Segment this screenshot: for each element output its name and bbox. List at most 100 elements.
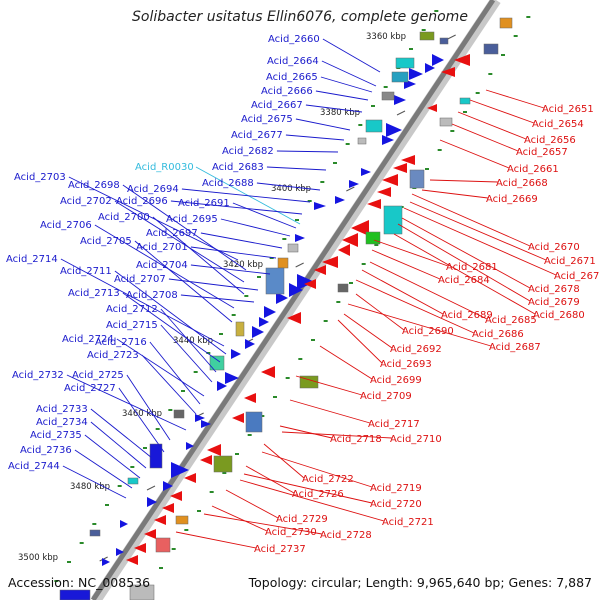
- forward-gene-label[interactable]: Acid_2705: [80, 236, 132, 247]
- reverse-gene-label[interactable]: Acid_2681: [446, 262, 498, 273]
- scale-tick-label: 3440 kbp: [173, 336, 213, 346]
- forward-gene-label[interactable]: Acid_2744: [8, 461, 60, 472]
- forward-gene-label[interactable]: Acid_2714: [6, 254, 58, 265]
- reverse-gene-label[interactable]: Acid_2678: [528, 284, 580, 295]
- reverse-gene-label[interactable]: Acid_2673: [554, 271, 600, 282]
- reverse-gene-label[interactable]: Acid_2670: [528, 242, 580, 253]
- reverse-gene-label[interactable]: Acid_2721: [382, 517, 434, 528]
- reverse-gene-arrow: [304, 279, 316, 289]
- reverse-gene-label[interactable]: Acid_2720: [370, 499, 422, 510]
- reverse-gene-label[interactable]: Acid_2669: [486, 194, 538, 205]
- reverse-gene-label[interactable]: Acid_2684: [438, 275, 490, 286]
- forward-gene-label[interactable]: Acid_2703: [14, 172, 66, 183]
- reverse-gene-label[interactable]: Acid_2718: [330, 434, 382, 445]
- reverse-gene-label[interactable]: Acid_2651: [542, 104, 594, 115]
- reverse-gene-label[interactable]: Acid_2657: [516, 147, 568, 158]
- reverse-gene-label[interactable]: Acid_2737: [254, 544, 306, 555]
- forward-gene-label[interactable]: Acid_2694: [127, 184, 179, 195]
- track-dot: [181, 390, 185, 392]
- reverse-label-leader: [485, 89, 545, 109]
- forward-gene-label[interactable]: Acid_2711: [60, 266, 112, 277]
- reverse-gene-label[interactable]: Acid_2693: [380, 359, 432, 370]
- reverse-gene-label[interactable]: Acid_2699: [370, 375, 422, 386]
- forward-gene-label[interactable]: Acid_2723: [87, 350, 139, 361]
- forward-gene-label[interactable]: Acid_2715: [106, 320, 158, 331]
- forward-gene-label[interactable]: Acid_2702: [60, 196, 112, 207]
- reverse-gene-label[interactable]: Acid_2671: [544, 256, 596, 267]
- reverse-gene-label[interactable]: Acid_2679: [528, 297, 580, 308]
- forward-gene-label[interactable]: Acid_2698: [68, 180, 120, 191]
- forward-gene-label[interactable]: Acid_2665: [266, 72, 318, 83]
- forward-gene-label[interactable]: Acid_2695: [166, 214, 218, 225]
- reverse-gene-label[interactable]: Acid_2722: [302, 474, 354, 485]
- forward-gene-label[interactable]: Acid_2683: [212, 162, 264, 173]
- reverse-gene-label[interactable]: Acid_2730: [265, 527, 317, 538]
- forward-gene-label[interactable]: Acid_2677: [231, 130, 283, 141]
- forward-gene-label[interactable]: Acid_2716: [95, 337, 147, 348]
- reverse-gene-arrow: [207, 444, 221, 456]
- forward-gene-label[interactable]: Acid_2734: [36, 417, 88, 428]
- forward-gene-label[interactable]: Acid_2708: [126, 290, 178, 301]
- track-dot: [345, 143, 350, 145]
- reverse-gene-label[interactable]: Acid_2709: [360, 391, 412, 402]
- forward-gene-label[interactable]: Acid_2701: [136, 242, 188, 253]
- forward-gene-label[interactable]: Acid_2727: [64, 383, 116, 394]
- reverse-gene-label[interactable]: Acid_2729: [276, 514, 328, 525]
- reverse-gene-label[interactable]: Acid_2690: [402, 326, 454, 337]
- reverse-gene-label[interactable]: Acid_2661: [507, 164, 559, 175]
- reverse-gene-label[interactable]: Acid_2728: [320, 530, 372, 541]
- forward-gene-label[interactable]: Acid_2675: [241, 114, 293, 125]
- forward-gene-label[interactable]: Acid_2682: [222, 146, 274, 157]
- forward-gene-label[interactable]: Acid_2700: [98, 212, 150, 223]
- reverse-gene-label[interactable]: Acid_2685: [485, 315, 537, 326]
- reverse-gene-arrow: [338, 244, 350, 256]
- forward-gene-arrow: [349, 180, 359, 188]
- reverse-gene-label[interactable]: Acid_2680: [533, 310, 585, 321]
- track-dot: [92, 523, 97, 525]
- forward-gene-label[interactable]: Acid_2704: [136, 260, 188, 271]
- reverse-gene-label[interactable]: Acid_2668: [496, 178, 548, 189]
- reverse-gene-label[interactable]: Acid_2717: [368, 419, 420, 430]
- reverse-gene-arrow: [162, 503, 174, 513]
- forward-gene-label[interactable]: Acid_2696: [116, 196, 168, 207]
- reverse-gene-label[interactable]: Acid_2689: [441, 310, 493, 321]
- forward-gene-label[interactable]: Acid_2664: [267, 56, 319, 67]
- forward-gene-label[interactable]: Acid_R0030: [135, 162, 194, 173]
- forward-gene-label[interactable]: Acid_2733: [36, 404, 88, 415]
- forward-gene-label[interactable]: Acid_2713: [68, 288, 120, 299]
- forward-gene-label[interactable]: Acid_2725: [72, 370, 124, 381]
- forward-gene-label[interactable]: Acid_2736: [20, 445, 72, 456]
- reverse-gene-label[interactable]: Acid_2719: [370, 483, 422, 494]
- forward-gene-label[interactable]: Acid_2697: [146, 228, 198, 239]
- forward-gene-label[interactable]: Acid_2706: [40, 220, 92, 231]
- forward-gene-label[interactable]: Acid_2707: [114, 274, 166, 285]
- forward-gene-label[interactable]: Acid_2735: [30, 430, 82, 441]
- reverse-gene-label[interactable]: Acid_2687: [489, 342, 541, 353]
- forward-gene-label[interactable]: Acid_2666: [261, 86, 313, 97]
- forward-gene-label[interactable]: Acid_2667: [251, 100, 303, 111]
- forward-gene-label[interactable]: Acid_2732: [12, 370, 64, 381]
- gene-block: [391, 71, 409, 83]
- forward-gene-label[interactable]: Acid_2660: [268, 34, 320, 45]
- track-dot: [295, 219, 299, 221]
- reverse-label-leader: [175, 531, 257, 549]
- gene-block: [213, 455, 233, 473]
- forward-label-leader: [180, 294, 255, 303]
- scale-tick-label: 3420 kbp: [223, 260, 263, 270]
- forward-label-leader: [122, 292, 221, 363]
- reverse-label-leader: [361, 269, 444, 315]
- forward-label-leader: [190, 246, 277, 259]
- track-dot: [143, 447, 147, 449]
- forward-label-leader: [122, 184, 247, 271]
- reverse-gene-label[interactable]: Acid_2654: [532, 119, 584, 130]
- reverse-gene-label[interactable]: Acid_2656: [524, 135, 576, 146]
- forward-gene-label[interactable]: Acid_2712: [106, 304, 158, 315]
- forward-gene-arrow: [314, 202, 326, 210]
- reverse-gene-label[interactable]: Acid_2710: [390, 434, 442, 445]
- reverse-gene-label[interactable]: Acid_2726: [292, 489, 344, 500]
- reverse-gene-label[interactable]: Acid_2692: [390, 344, 442, 355]
- forward-gene-label[interactable]: Acid_2688: [202, 178, 254, 189]
- forward-gene-label[interactable]: Acid_2691: [178, 198, 230, 209]
- reverse-gene-label[interactable]: Acid_2686: [472, 329, 524, 340]
- forward-gene-label[interactable]: Acid_2724: [62, 334, 114, 345]
